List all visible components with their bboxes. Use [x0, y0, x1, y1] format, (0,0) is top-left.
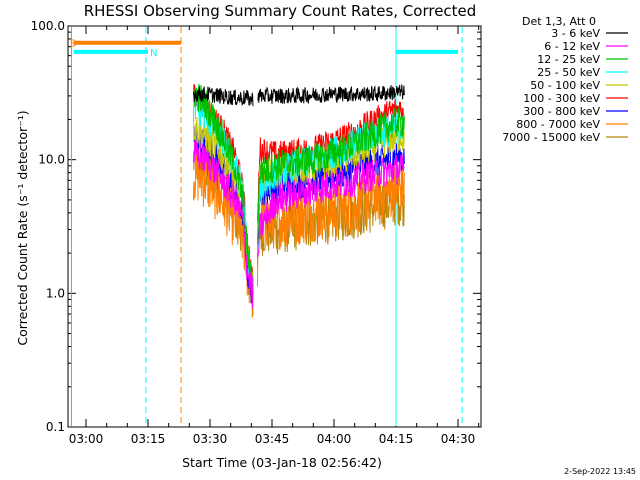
x-tick-label: 04:00 — [317, 432, 352, 446]
x-tick-label: 03:45 — [255, 432, 290, 446]
legend-label: 12 - 25 keV — [537, 53, 600, 66]
legend-label: 300 - 800 keV — [523, 105, 600, 118]
series-line — [193, 139, 405, 309]
flag-label: N — [150, 48, 157, 59]
y-tick-label: 0.1 — [46, 420, 65, 434]
y-axis-label: Corrected Count Rate (s⁻¹ detector⁻¹) — [15, 110, 30, 345]
series-line — [193, 84, 405, 107]
x-tick-label: 04:15 — [379, 432, 414, 446]
x-tick-label: 03:30 — [193, 432, 228, 446]
chart-title: RHESSI Observing Summary Count Rates, Co… — [84, 2, 477, 20]
legend-label: 100 - 300 keV — [523, 92, 600, 105]
plot-frame — [67, 25, 482, 428]
y-tick-label: 10.0 — [38, 153, 65, 167]
legend-label: 50 - 100 keV — [530, 79, 600, 92]
x-tick-label: 03:00 — [69, 432, 104, 446]
x-axis-label: Start Time (03-Jan-18 02:56:42) — [182, 455, 382, 470]
legend-label: 6 - 12 keV — [544, 40, 600, 53]
legend-label: 25 - 50 keV — [537, 66, 600, 79]
footer-date: 2-Sep-2022 13:45 — [564, 467, 636, 476]
legend-title: Det 1,3, Att 0 — [522, 15, 596, 28]
x-tick-label: 04:30 — [441, 432, 476, 446]
flag-label: S — [70, 39, 76, 50]
y-tick-label: 100.0 — [31, 19, 65, 33]
y-tick-label: 1.0 — [46, 286, 65, 300]
legend-label: 800 - 7000 keV — [516, 118, 600, 131]
x-tick-label: 03:15 — [131, 432, 166, 446]
legend-label: 3 - 6 keV — [551, 27, 600, 40]
plot-area: 100.0 10.0 1.0 0.1 03:00 03:15 03:30 03:45 04:00… — [31, 19, 482, 446]
legend-label: 7000 - 15000 keV — [502, 131, 600, 144]
